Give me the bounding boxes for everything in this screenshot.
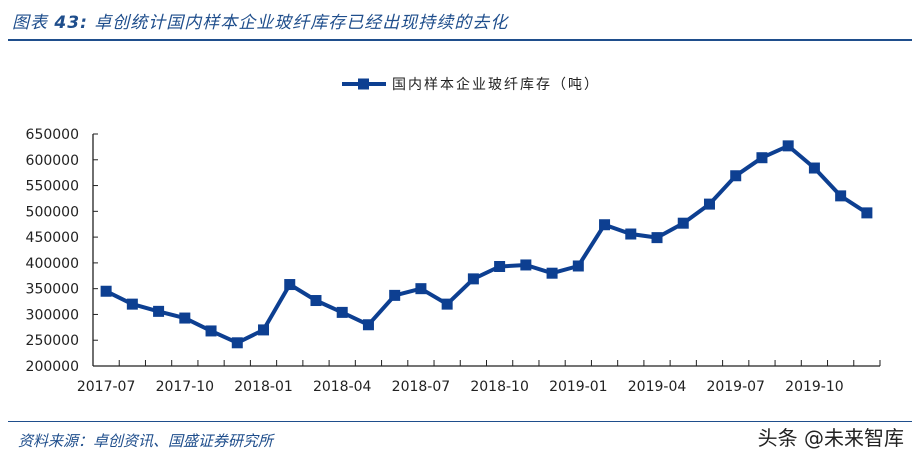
data-point-marker xyxy=(835,190,847,202)
x-tick-label: 2018-04 xyxy=(313,379,372,395)
data-point-marker xyxy=(310,295,322,307)
data-point-marker xyxy=(861,207,873,219)
data-point-marker xyxy=(100,285,112,297)
data-point-marker xyxy=(467,273,479,285)
series-line xyxy=(105,143,868,345)
y-tick-label: 650000 xyxy=(26,127,79,143)
x-tick-label: 2018-01 xyxy=(234,379,293,395)
data-point-marker xyxy=(205,325,217,337)
legend-marker-icon xyxy=(358,78,369,90)
data-point-marker xyxy=(441,298,453,310)
y-tick-label: 300000 xyxy=(26,307,79,323)
x-tick-label: 2019-10 xyxy=(785,379,844,395)
data-point-marker xyxy=(703,198,715,210)
y-tick-label: 250000 xyxy=(26,333,79,349)
data-point-marker xyxy=(599,219,611,231)
y-tick-label: 350000 xyxy=(26,282,79,298)
data-point-marker xyxy=(258,324,270,336)
data-point-marker xyxy=(284,279,296,291)
source-note: 资料来源：卓创资讯、国盛证券研究所 xyxy=(18,432,274,450)
data-point-marker xyxy=(494,260,506,272)
line-chart: 200000 250000 300000 350000 400000 450000 5000… xyxy=(26,76,881,395)
data-point-marker xyxy=(389,289,401,301)
data-point-marker xyxy=(782,140,794,152)
figure-title: 图表 43: 卓创统计国内样本企业玻纤库存已经出现持续的去化 xyxy=(12,8,508,33)
data-point-marker xyxy=(126,298,138,310)
data-point-marker xyxy=(730,170,742,182)
y-tick-label: 200000 xyxy=(26,359,79,375)
y-tick-label: 550000 xyxy=(26,179,79,195)
y-tick-label: 450000 xyxy=(26,230,79,246)
x-tick-label: 2017-07 xyxy=(77,379,136,395)
data-point-marker xyxy=(520,259,532,271)
watermark: 头条 @未来智库 xyxy=(757,426,904,450)
title-divider xyxy=(8,39,912,41)
figure-label: 图表 xyxy=(12,13,48,33)
data-point-marker xyxy=(362,319,374,331)
data-point-marker xyxy=(808,162,820,174)
x-tick-label: 2019-04 xyxy=(628,379,687,395)
x-tick-label: 2019-07 xyxy=(706,379,765,395)
data-point-marker xyxy=(415,283,427,295)
data-point-marker xyxy=(546,267,558,279)
data-point-marker xyxy=(756,152,768,164)
data-point-marker xyxy=(677,217,689,229)
x-tick-label: 2018-10 xyxy=(470,379,529,395)
figure-number: 43: xyxy=(54,13,88,33)
x-tick-label: 2019-01 xyxy=(549,379,608,395)
y-tick-label: 500000 xyxy=(26,204,79,220)
y-tick-label: 400000 xyxy=(26,256,79,272)
data-point-marker xyxy=(336,306,348,318)
figure-title-text: 卓创统计国内样本企业玻纤库存已经出现持续的去化 xyxy=(94,13,509,33)
x-tick-label: 2018-07 xyxy=(392,379,451,395)
data-point-marker xyxy=(572,260,584,272)
y-tick-label: 600000 xyxy=(26,153,79,169)
data-point-marker xyxy=(651,232,663,244)
data-point-marker xyxy=(231,337,243,349)
data-point-marker xyxy=(179,312,191,324)
data-point-marker xyxy=(153,305,165,317)
legend-label: 国内样本企业玻纤库存（吨） xyxy=(392,76,600,93)
footer-divider xyxy=(8,421,912,422)
x-tick-label: 2017-10 xyxy=(156,379,215,395)
data-point-marker xyxy=(625,228,637,240)
